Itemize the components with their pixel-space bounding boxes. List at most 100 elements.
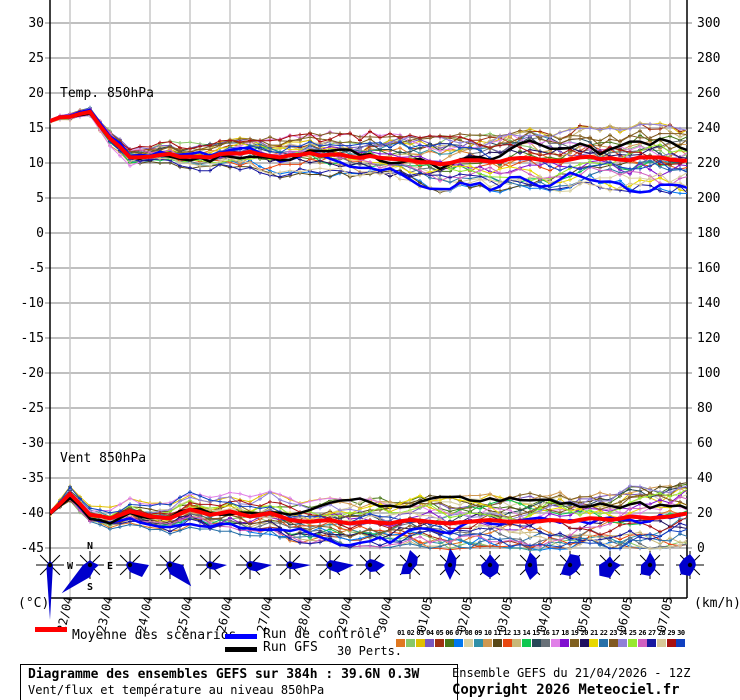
perturbation-key-item: 11 [492,628,503,647]
perturbation-key-item: 19 [570,628,580,647]
perturbation-color-box [618,639,628,647]
perturbation-number: 02 [406,629,415,637]
wind-direction-wedge [400,550,418,575]
wind-direction-wedge [679,554,696,576]
perturbation-key-item: 12 [502,628,512,647]
compass-label: N [87,541,93,552]
perturbation-number: 05 [435,629,444,637]
perturbation-key-item: 16 [541,628,551,647]
wind-rose [516,551,544,580]
perturbation-number: 06 [445,629,453,637]
right-axis-tick: 40 [697,471,713,486]
wind-rose [116,551,149,579]
perturbations-count-label: 30 Perts. [337,644,403,658]
right-axis-tick: 20 [697,506,713,521]
wind-direction-wedge [365,559,385,572]
perturbation-number: 01 [397,629,405,637]
mean-temp-curve [50,109,687,167]
perturbation-number: 07 [455,629,463,637]
perturbation-key-item: 29 [666,628,676,647]
perturbation-number: 25 [628,629,637,637]
perturbation-number: 14 [522,629,531,637]
perturbation-color-box [579,639,589,647]
wind-rose [236,551,272,579]
perturbation-key-item: 08 [463,628,474,647]
perturbation-color-box [396,639,406,647]
right-axis-tick: 160 [697,261,720,276]
perturbation-number: 19 [570,629,579,637]
perturbation-number: 28 [657,629,666,637]
perturbation-number: 13 [512,629,521,637]
diagram-title: Diagramme des ensembles GEFS sur 384h : … [28,667,420,682]
perturbation-number: 23 [609,629,618,637]
perturbation-color-box [444,639,454,647]
perturbation-key-item: 28 [657,628,667,647]
perturbation-key-item: 24 [618,628,628,647]
perturbation-color-box [599,639,609,647]
perturbation-number: 26 [638,629,647,637]
perturbation-key-item: 10 [483,628,493,647]
perturbation-color-box [657,639,667,647]
perturbation-number: 17 [551,629,560,637]
perturbation-color-box [492,639,502,647]
perturbation-color-box [560,639,570,647]
legend-mean-label: Moyenne des scénarios [72,628,237,643]
right-axis-tick: 220 [697,156,720,171]
perturbation-key-item: 23 [608,628,618,647]
ensemble-curves [50,105,687,553]
perturbation-key-item: 25 [628,628,638,647]
wind-rose [356,551,385,579]
perturbation-color-box [405,639,415,647]
right-axis-tick: 280 [697,51,720,66]
perturbation-color-box [425,639,435,647]
right-axis-tick: 300 [697,16,720,31]
left-axis-tick: -15 [21,331,44,346]
perturbation-number: 29 [667,629,675,637]
perturbation-number: 16 [541,629,550,637]
perturbation-key-item: 02 [405,628,416,647]
perturbation-number: 24 [619,629,627,637]
wind-rose [316,551,354,579]
wind-rose [156,551,192,587]
perturbation-number: 10 [484,629,492,637]
perturbation-key-item: 06 [444,628,454,647]
perturbation-key-item: 15 [531,628,541,647]
perturbation-number: 15 [532,629,540,637]
wind-rose: N E S W [61,541,113,594]
right-axis-tick: 140 [697,296,720,311]
perturbation-number: 18 [561,629,569,637]
diagram-subtitle: Vent/flux et température au niveau 850hP… [28,683,325,697]
left-axis-tick: -40 [21,506,44,521]
perturbation-number: 04 [426,629,434,637]
left-axis-tick: -10 [21,296,44,311]
left-axis-tick: -20 [21,366,44,381]
axes [49,0,688,599]
wind-rose [556,551,584,579]
perturbation-key-item: 07 [454,628,464,647]
right-axis-tick: 180 [697,226,720,241]
compass-label: S [87,582,93,593]
right-axis-tick: 200 [697,191,720,206]
right-axis-tick: 240 [697,121,720,136]
mean-line-swatch [35,627,67,632]
perturbation-color-box [647,639,657,647]
right-axis-tick: 100 [697,366,720,381]
compass-label: W [67,561,74,572]
perturbation-key-item: 22 [599,628,609,647]
wind-roses: N E S W [36,541,704,620]
left-axis-tick: 5 [36,191,44,206]
right-axis-tick: 260 [697,86,720,101]
left-axis-tick: -35 [21,471,44,486]
compass-label: E [107,561,113,572]
right-axis-tick: 80 [697,401,713,416]
perturbation-number: 11 [493,629,502,637]
wind-rose [676,551,704,579]
control-temp-curve [50,108,687,194]
right-axis-unit: (km/h) [694,596,740,611]
gfs-line-swatch [225,647,257,652]
perturbation-number: 22 [599,629,608,637]
temp-section-label: Temp. 850hPa [60,86,154,101]
left-axis-unit: (°C) [18,596,49,611]
